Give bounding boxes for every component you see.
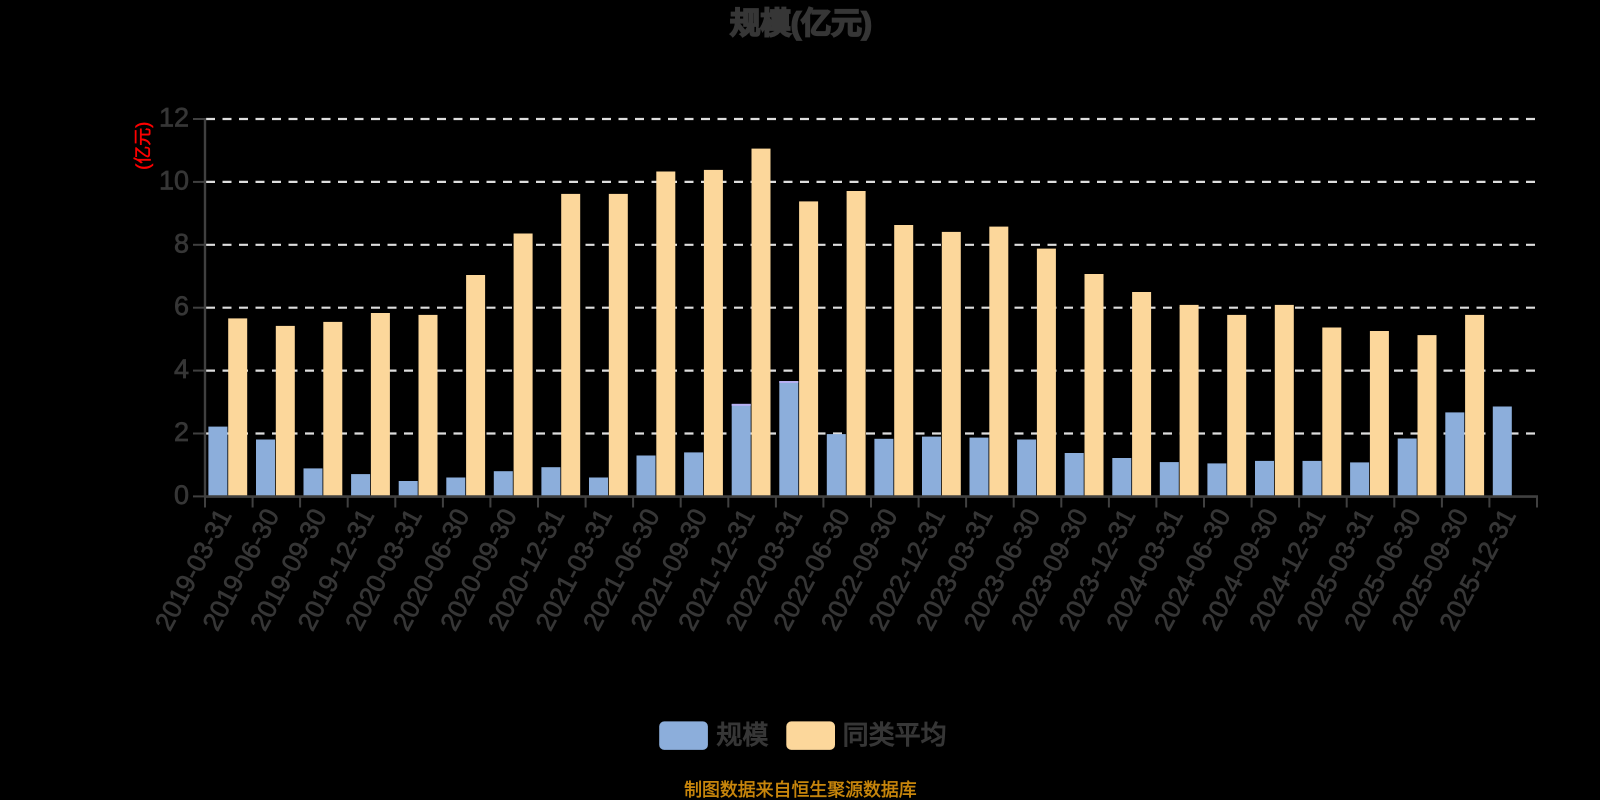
svg-text:规模: 规模 — [716, 720, 768, 750]
svg-text:2: 2 — [174, 417, 189, 447]
svg-text:制图数据来自恒生聚源数据库: 制图数据来自恒生聚源数据库 — [684, 780, 917, 800]
svg-text:规模(亿元): 规模(亿元) — [730, 7, 872, 41]
svg-text:6: 6 — [174, 291, 189, 321]
svg-text:(亿元): (亿元) — [133, 122, 153, 170]
svg-text:8: 8 — [174, 228, 189, 258]
svg-text:同类平均: 同类平均 — [843, 720, 947, 750]
svg-text:0: 0 — [174, 480, 189, 510]
svg-text:10: 10 — [159, 165, 189, 195]
svg-text:4: 4 — [174, 354, 189, 384]
svg-text:12: 12 — [159, 103, 189, 133]
